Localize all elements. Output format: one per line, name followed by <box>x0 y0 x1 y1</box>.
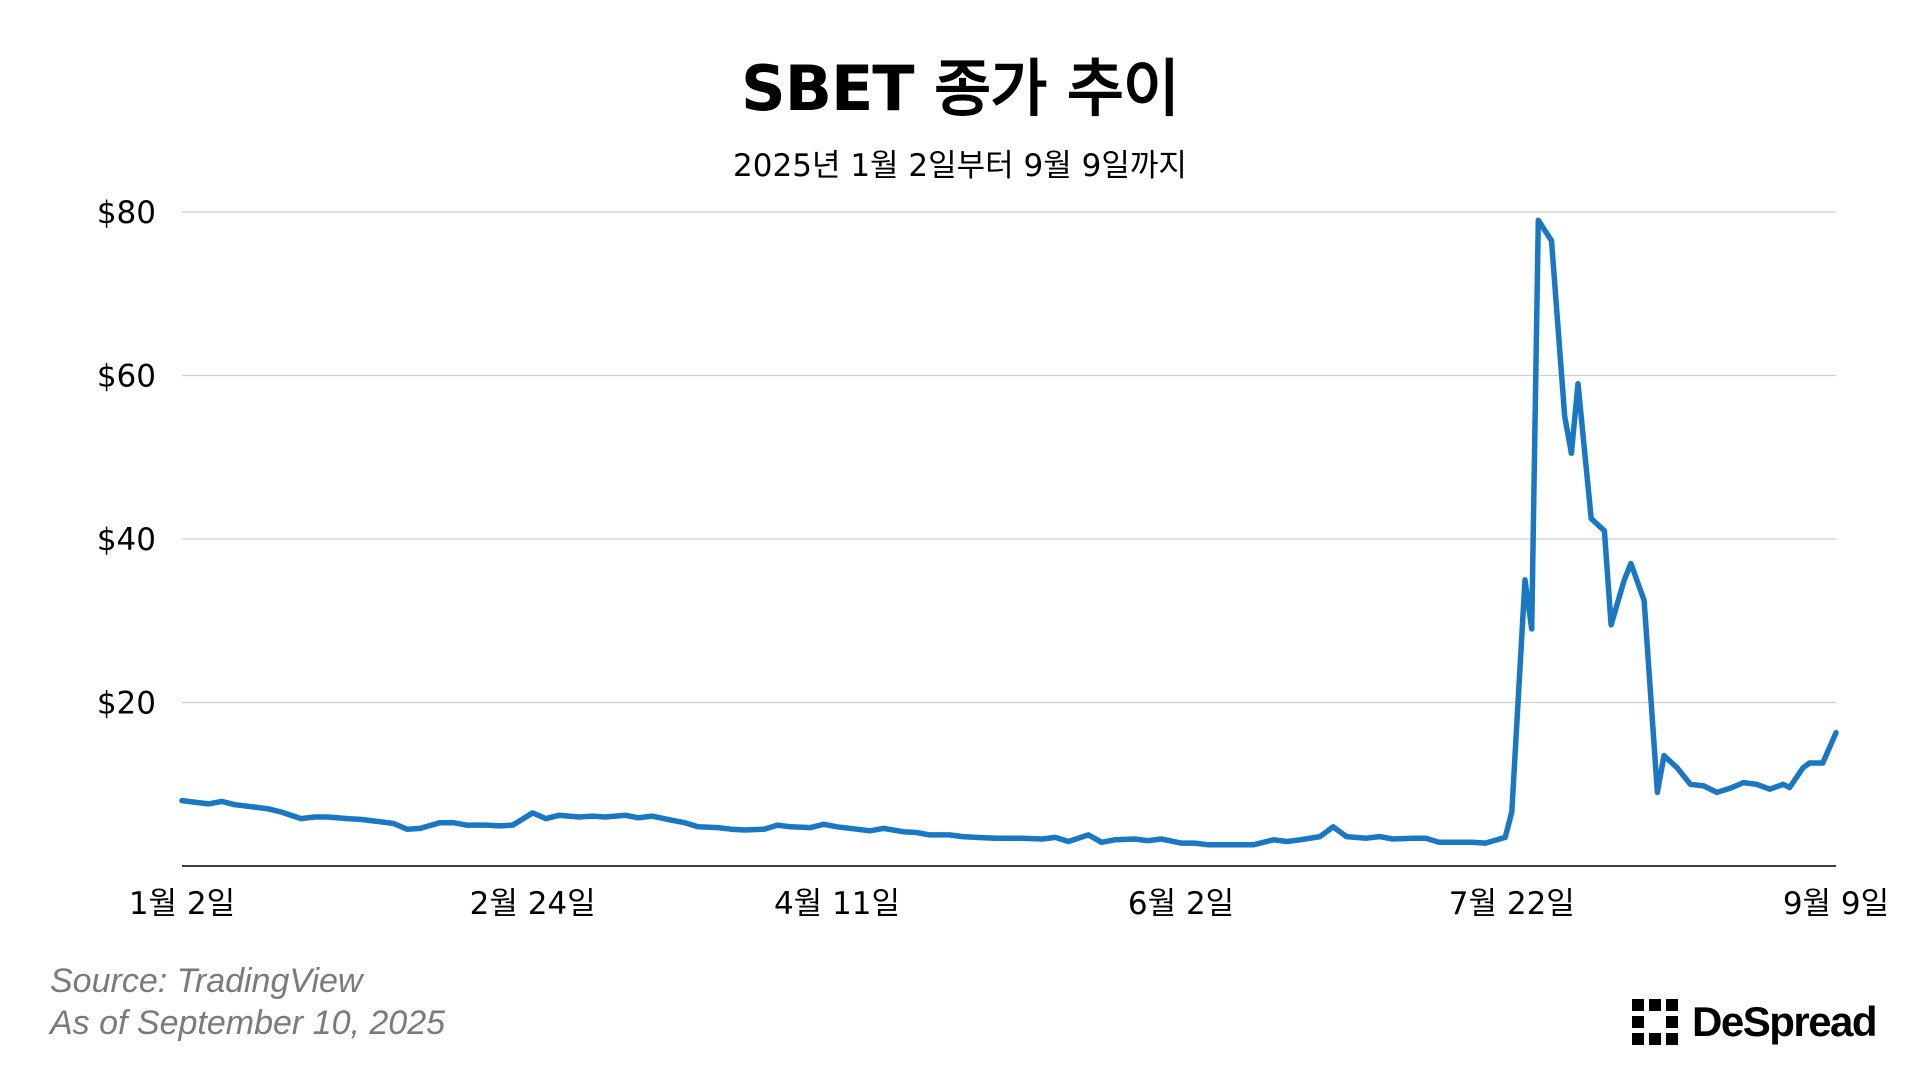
brand-logo: DeSpread <box>1632 996 1878 1048</box>
as-of-note: As of September 10, 2025 <box>50 1004 446 1042</box>
y-tick-label: $80 <box>97 195 156 231</box>
y-tick-label: $60 <box>97 359 156 395</box>
tick-labels: $20 $40 $60 $80 1월 2일 2월 24일 4월 11일 6월 2일 7월 22일… <box>97 195 1889 922</box>
chart-subtitle: 2025년 1월 2일부터 9월 9일까지 <box>733 148 1187 184</box>
x-tick-label: 7월 22일 <box>1449 886 1575 922</box>
brand-name: DeSpread <box>1692 998 1878 1045</box>
chart-title: SBET 종가 추이 <box>741 52 1180 125</box>
x-tick-label: 1월 2일 <box>129 886 235 922</box>
series-line <box>179 217 1839 848</box>
despread-logo-icon <box>1632 999 1678 1045</box>
source-note: Source: TradingView <box>50 962 363 1000</box>
y-tick-label: $40 <box>97 522 156 558</box>
x-tick-label: 4월 11일 <box>774 886 900 922</box>
x-tick-label: 6월 2일 <box>1128 886 1234 922</box>
x-tick-label: 2월 24일 <box>470 886 596 922</box>
series-layer <box>179 217 1839 848</box>
y-tick-label: $20 <box>97 686 156 722</box>
chart-footer: Source: TradingView As of September 10, … <box>50 960 445 1044</box>
x-tick-label: 9월 9일 <box>1783 886 1889 922</box>
